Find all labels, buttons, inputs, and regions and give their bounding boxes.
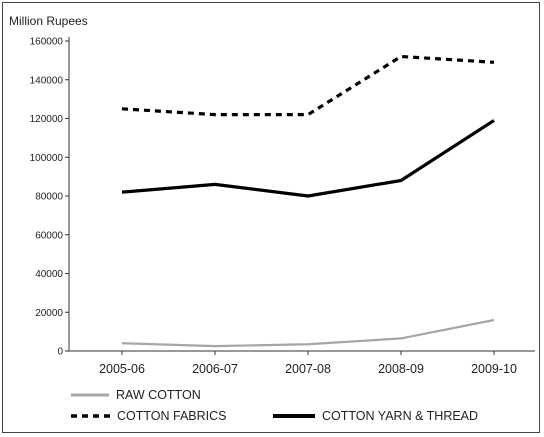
y-axis-title: Million Rupees — [9, 14, 88, 28]
y-tick-label: 120000 — [30, 114, 64, 125]
legend-label: RAW COTTON — [116, 388, 201, 402]
y-tick-label: 140000 — [30, 75, 64, 86]
y-tick-label: 60000 — [35, 230, 63, 241]
series-line-raw-cotton — [122, 320, 494, 346]
series-line-cotton-fabrics — [122, 57, 494, 115]
legend-label: COTTON YARN & THREAD — [322, 409, 478, 423]
y-tick-label: 40000 — [35, 269, 63, 280]
y-tick-label: 100000 — [30, 153, 64, 164]
y-tick-label: 0 — [57, 347, 63, 358]
series-group — [122, 57, 494, 347]
y-tick-label: 80000 — [35, 192, 63, 203]
x-tick-label: 2007-08 — [285, 362, 331, 376]
x-tick-label: 2009-10 — [471, 362, 517, 376]
x-tick-label: 2008-09 — [378, 362, 424, 376]
x-tick-label: 2005-06 — [99, 362, 145, 376]
series-line-cotton-yarn-thread — [122, 120, 494, 196]
y-tick-label: 20000 — [35, 308, 63, 319]
legend: RAW COTTON COTTON FABRICS COTTON YARN & TH… — [71, 388, 478, 423]
legend-label: COTTON FABRICS — [117, 409, 227, 423]
y-tick-label: 160000 — [30, 37, 64, 48]
axes: 0 20000 40000 60000 80000 100000 120000 140000 1… — [30, 37, 535, 377]
x-tick-label: 2006-07 — [192, 362, 238, 376]
